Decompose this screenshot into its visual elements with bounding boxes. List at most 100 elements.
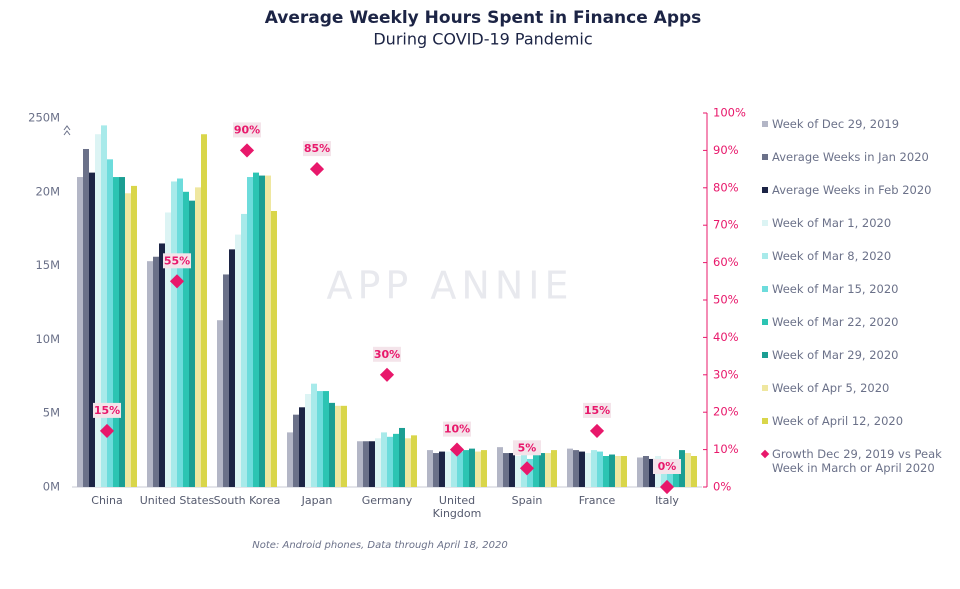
value-label-bg	[583, 402, 611, 418]
value-label: 15%	[94, 404, 120, 417]
bar	[643, 456, 649, 487]
x-tick-label: China	[91, 494, 123, 507]
bar	[183, 191, 189, 488]
bar	[445, 451, 451, 487]
value-label-bg	[373, 346, 401, 362]
value-label-bg	[513, 440, 541, 456]
y2-tick-label: 80%	[713, 180, 739, 194]
bar	[287, 432, 293, 487]
legend-label: Week of Mar 29, 2020	[772, 348, 899, 362]
marker	[309, 162, 325, 177]
x-tick-label: France	[578, 494, 616, 507]
bar	[171, 181, 177, 487]
value-label: 85%	[304, 142, 330, 155]
bar	[621, 456, 627, 487]
bar	[241, 213, 247, 487]
bar	[573, 450, 579, 487]
bar	[83, 148, 89, 487]
value-label: 90%	[234, 123, 260, 136]
x-tick-label: Spain	[511, 494, 543, 507]
bar	[335, 405, 341, 487]
bar	[405, 438, 411, 487]
marker	[519, 461, 535, 476]
bar	[357, 441, 363, 487]
bar	[247, 177, 253, 488]
y2-tick-label: 20%	[713, 405, 739, 419]
bar	[475, 451, 481, 487]
y2-tick-label: 30%	[713, 367, 739, 381]
value-label-bg	[303, 141, 331, 157]
bar	[305, 394, 311, 487]
legend-marker	[762, 220, 768, 226]
marker	[449, 442, 465, 457]
legend-marker	[762, 121, 768, 127]
bar	[363, 441, 369, 487]
bar	[229, 249, 235, 487]
bar	[189, 200, 195, 487]
bar	[691, 456, 697, 487]
legend-marker	[762, 253, 768, 259]
bar	[95, 134, 101, 487]
legend-label: Week of Mar 8, 2020	[772, 249, 892, 263]
axis-break	[63, 125, 71, 131]
bar	[375, 438, 381, 487]
value-label-bg	[443, 421, 471, 437]
value-label-bg	[163, 253, 191, 269]
bar	[369, 441, 375, 487]
bar	[539, 453, 545, 487]
bar	[235, 234, 241, 487]
bar	[609, 454, 615, 487]
bar	[469, 448, 475, 487]
bar	[159, 243, 165, 487]
bar	[341, 405, 347, 487]
bar	[481, 450, 487, 487]
axis-break	[63, 130, 71, 136]
value-label: 0%	[658, 460, 677, 473]
bar	[527, 458, 533, 487]
bar	[131, 185, 137, 487]
bar	[451, 448, 457, 487]
y-tick-label: 250M	[28, 111, 60, 125]
legend-label: Average Weeks in Jan 2020	[772, 150, 929, 164]
bar	[579, 451, 585, 487]
bar	[673, 464, 679, 487]
bar	[515, 456, 521, 487]
marker	[169, 274, 185, 289]
x-tick-label: Japan	[301, 494, 333, 507]
legend-marker	[762, 187, 768, 193]
value-label: 10%	[444, 423, 470, 436]
bar	[317, 391, 323, 487]
bar	[259, 175, 265, 487]
bar	[393, 433, 399, 487]
bar	[77, 177, 83, 488]
bar	[381, 432, 387, 487]
legend-label: Growth Dec 29, 2019 vs Peak Week in Marc…	[772, 447, 942, 475]
bar	[201, 134, 207, 487]
y-tick-label: 10M	[35, 332, 60, 346]
legend-label: Week of Dec 29, 2019	[772, 117, 900, 131]
x-tick-label: Germany	[361, 494, 413, 507]
marker	[659, 479, 675, 495]
bar	[545, 453, 551, 487]
marker	[379, 367, 395, 382]
watermark: APP ANNIE	[327, 264, 574, 308]
legend-marker	[762, 418, 768, 424]
marker	[239, 143, 255, 158]
bar	[265, 175, 271, 487]
bar	[457, 451, 463, 487]
bar	[101, 125, 107, 487]
y2-tick-label: 10%	[713, 442, 739, 456]
bar	[603, 456, 609, 487]
bar	[567, 448, 573, 487]
value-label: 5%	[518, 441, 537, 454]
x-tick-label: United Kingdom	[432, 494, 482, 520]
bar	[195, 187, 201, 487]
bar	[165, 212, 171, 488]
bar	[271, 210, 277, 487]
marker	[99, 423, 115, 438]
bar	[427, 450, 433, 487]
bar	[679, 450, 685, 487]
legend-label: Average Weeks in Feb 2020	[772, 183, 932, 197]
y2-tick-label: 100%	[713, 106, 746, 120]
